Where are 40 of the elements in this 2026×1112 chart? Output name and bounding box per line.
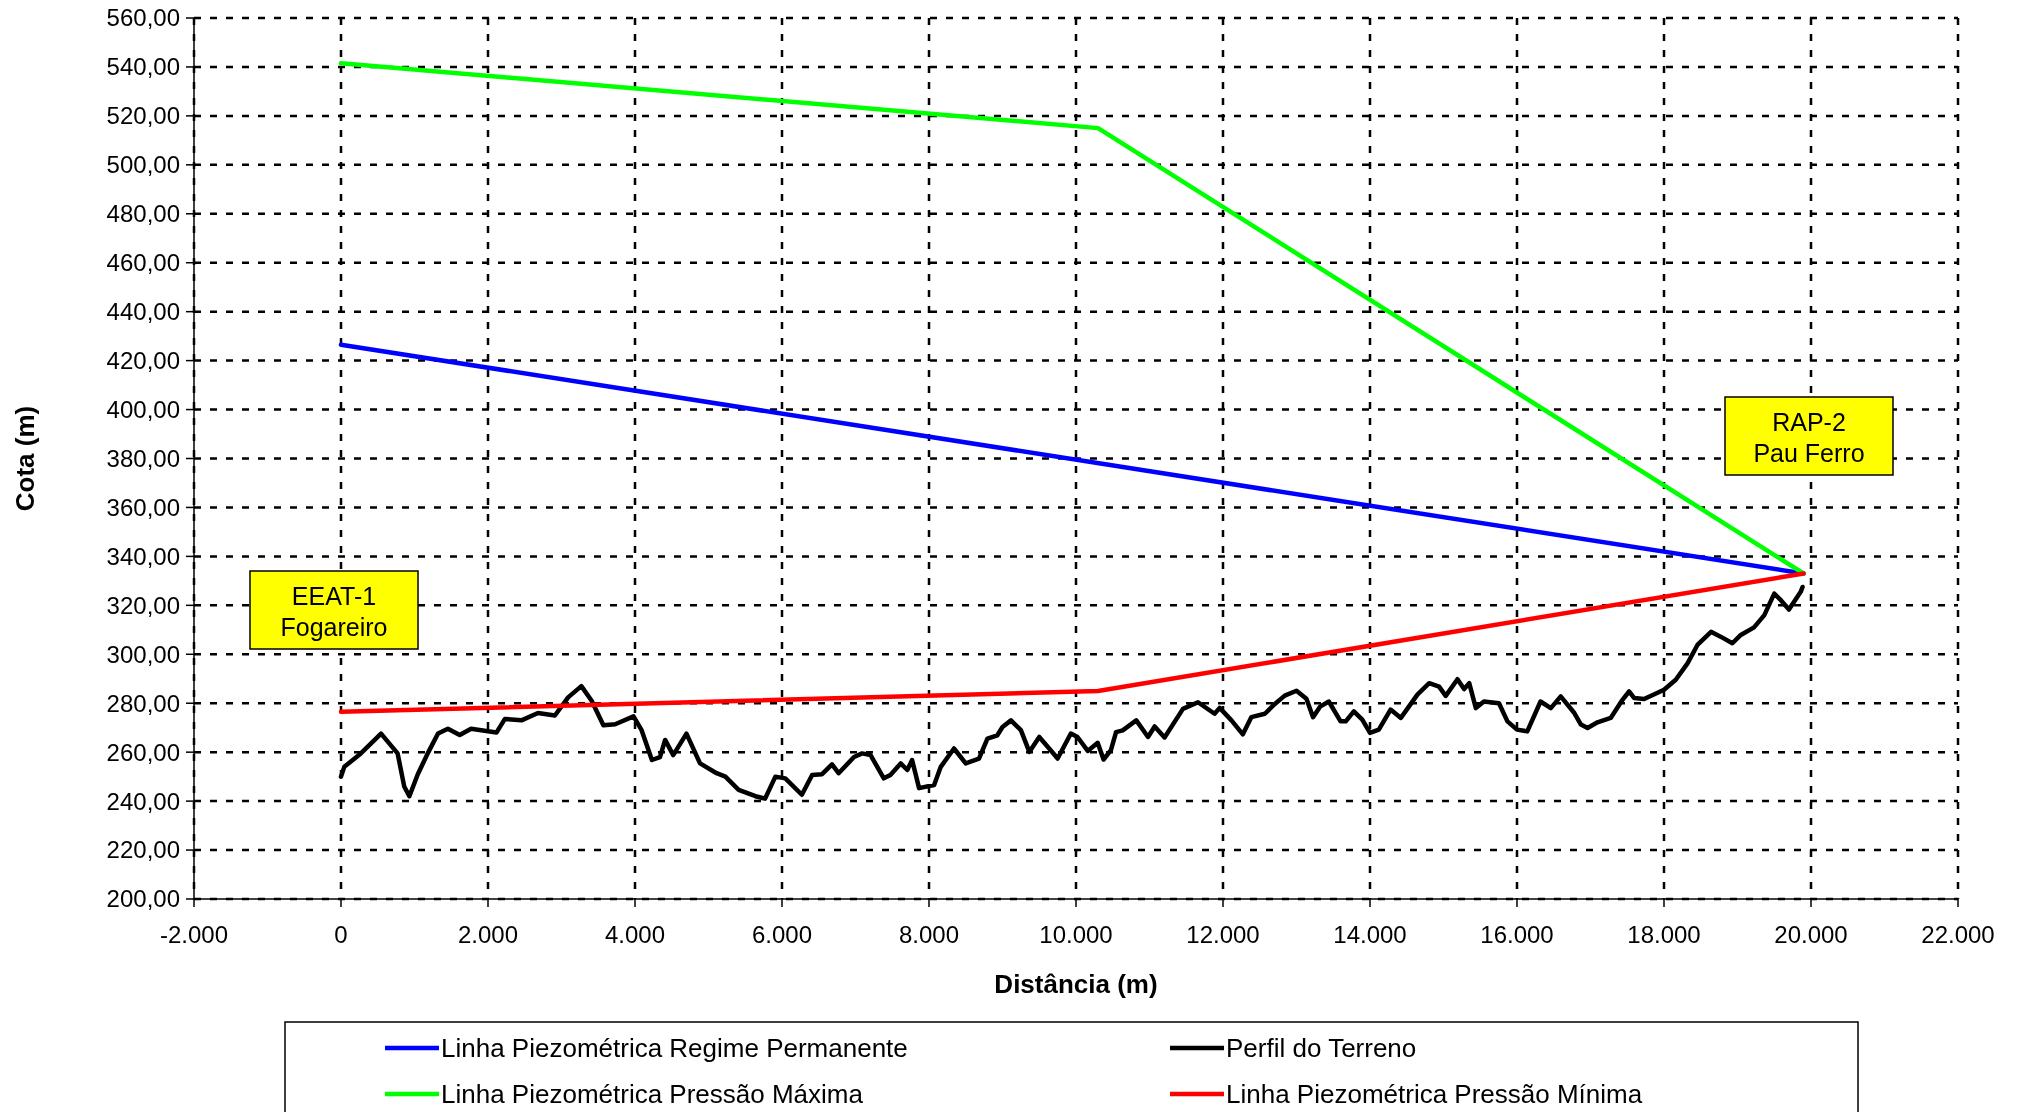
y-tick-label: 360,00: [106, 493, 180, 521]
x-tick-label: -2.000: [159, 921, 229, 948]
x-tick-label: 8.000: [898, 921, 960, 948]
x-tick-label: 20.000: [1774, 921, 1848, 948]
x-tick-label: 0: [334, 921, 348, 948]
legend-label: Perfil do Terreno: [1226, 1033, 1417, 1064]
y-tick-label: 500,00: [106, 151, 180, 179]
y-tick-label: 380,00: [106, 444, 180, 472]
y-tick-label: 240,00: [106, 787, 180, 815]
x-tick-label: 4.000: [604, 921, 666, 948]
x-tick-label: 22.000: [1921, 921, 1995, 948]
y-tick-label: 420,00: [106, 347, 180, 375]
annotation: RAP-2 Pau Ferro: [1753, 408, 1865, 468]
x-tick-label: 10.000: [1039, 921, 1113, 948]
x-axis-title: Distância (m): [994, 969, 1158, 999]
y-tick-label: 200,00: [106, 885, 180, 913]
x-tick-label: 2.000: [457, 921, 519, 948]
y-tick-label: 460,00: [106, 249, 180, 277]
x-tick-label: 16.000: [1480, 921, 1554, 948]
legend-label: Linha Piezométrica Pressão Mínima: [1226, 1079, 1643, 1110]
y-axis-title: Cota (m): [10, 405, 40, 512]
y-tick-label: 440,00: [106, 298, 180, 326]
x-tick-label: 12.000: [1186, 921, 1260, 948]
y-tick-label: 280,00: [106, 689, 180, 717]
x-tick-label: 14.000: [1333, 921, 1407, 948]
legend-label: Linha Piezométrica Regime Permanente: [441, 1033, 908, 1064]
y-tick-label: 220,00: [106, 836, 180, 864]
annotation: EEAT-1 Fogareiro: [280, 582, 388, 642]
legend-label: Linha Piezométrica Pressão Máxima: [441, 1079, 864, 1110]
x-tick-label: 18.000: [1627, 921, 1701, 948]
y-tick-label: 300,00: [106, 640, 180, 668]
y-tick-label: 320,00: [106, 591, 180, 619]
y-tick-label: 540,00: [106, 53, 180, 81]
y-tick-label: 340,00: [106, 542, 180, 570]
y-tick-label: 400,00: [106, 395, 180, 423]
y-tick-label: 260,00: [106, 738, 180, 766]
y-tick-label: 520,00: [106, 102, 180, 130]
y-tick-label: 480,00: [106, 200, 180, 228]
x-tick-label: 6.000: [751, 921, 813, 948]
y-tick-label: 560,00: [106, 4, 180, 32]
